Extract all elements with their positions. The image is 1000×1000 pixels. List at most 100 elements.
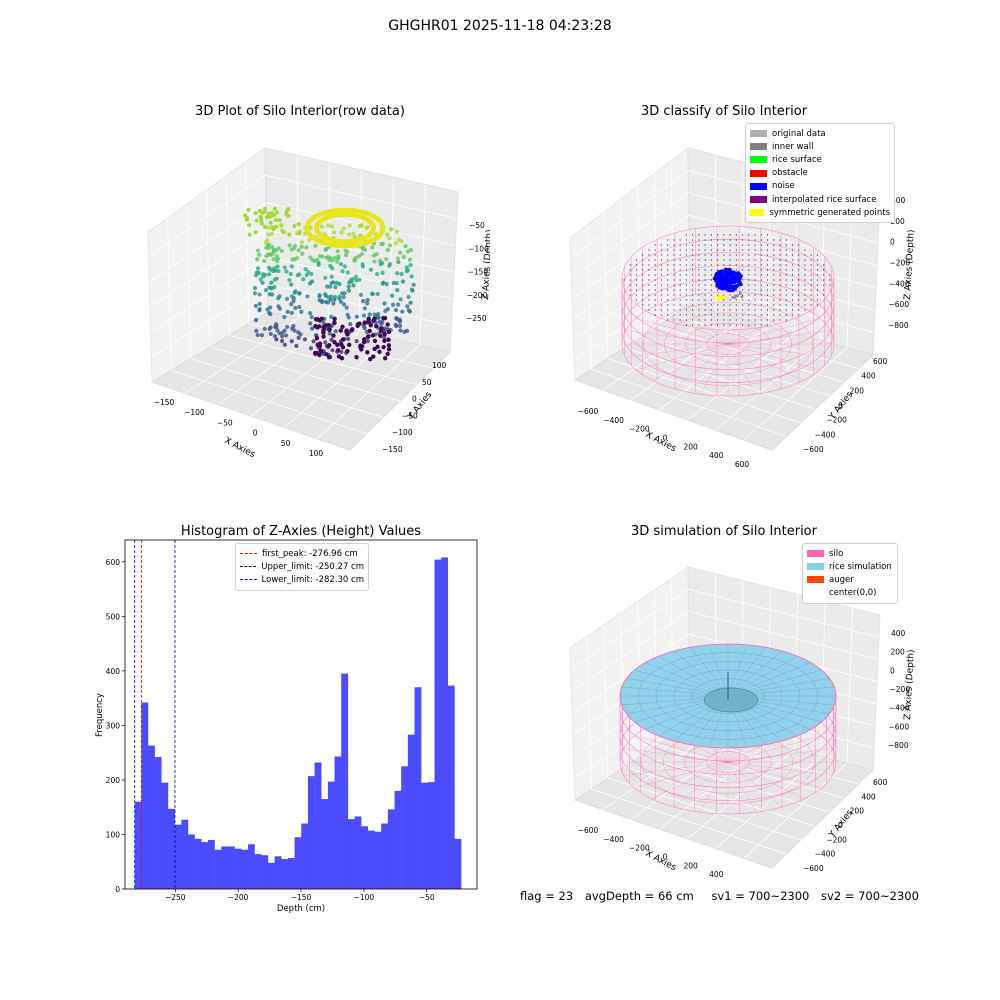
interpolated-point xyxy=(760,319,762,321)
rice-mesh xyxy=(690,647,729,697)
interpolated-point xyxy=(692,314,694,316)
interpolated-point xyxy=(623,279,625,281)
interpolated-point xyxy=(785,279,787,281)
scatter-point xyxy=(292,290,297,295)
histogram-bar xyxy=(201,842,209,889)
interpolated-point xyxy=(791,274,794,276)
interpolated-point xyxy=(766,304,769,306)
scatter-point xyxy=(361,313,367,318)
noise-point xyxy=(738,276,742,280)
interpolated-point xyxy=(779,264,781,266)
scatter-point xyxy=(291,298,296,304)
scatter-point xyxy=(374,323,379,329)
noise-point xyxy=(719,269,724,273)
silo-spoke xyxy=(727,343,756,395)
interpolated-point xyxy=(779,259,781,261)
interpolated-point xyxy=(798,299,800,301)
interpolated-point xyxy=(667,254,669,256)
grid-line xyxy=(571,214,878,300)
interpolated-point xyxy=(717,314,719,316)
interpolated-point xyxy=(748,289,750,291)
scatter-point xyxy=(279,223,284,228)
interpolated-point xyxy=(729,319,731,321)
scatter-point xyxy=(327,343,332,348)
interpolated-point xyxy=(773,239,775,241)
interpolated-point xyxy=(810,289,812,291)
interpolated-point xyxy=(823,294,825,296)
interpolated-point xyxy=(642,289,644,291)
legend-line xyxy=(240,579,257,581)
noise-point xyxy=(738,281,743,286)
scatter-point xyxy=(377,349,382,355)
scatter-point xyxy=(375,315,380,320)
scatter-point xyxy=(308,346,314,351)
silo-spoke xyxy=(727,293,756,345)
simulation-x-tick-label: 200 xyxy=(684,861,699,870)
scatter-point xyxy=(385,232,390,237)
scatter-point xyxy=(247,232,252,237)
scatter-point xyxy=(285,309,290,314)
noise-point xyxy=(720,276,725,281)
scatter-point xyxy=(375,291,380,297)
legend-swatch xyxy=(807,589,824,597)
scatter-point xyxy=(379,261,385,266)
scatter-point xyxy=(344,328,349,334)
scatter-point xyxy=(321,330,326,335)
scatter-point xyxy=(410,288,415,293)
scatter-point xyxy=(331,333,336,338)
scatter-point xyxy=(269,231,274,236)
scatter-point xyxy=(399,239,404,244)
simulation-x-tick-label: 0 xyxy=(663,853,668,862)
histogram-bar xyxy=(367,830,375,889)
original-point xyxy=(735,294,739,298)
scatter-point xyxy=(381,344,386,350)
interpolated-point xyxy=(667,244,669,246)
histogram-bar xyxy=(341,673,349,889)
interpolated-point xyxy=(673,244,675,246)
classify-x-tick-label: 200 xyxy=(684,442,699,451)
interpolated-point xyxy=(654,289,656,291)
figure-title: GHGHR01 2025-11-18 04:23:28 xyxy=(388,18,612,34)
interpolated-point xyxy=(741,249,744,251)
scatter-point xyxy=(380,319,385,325)
interpolated-point xyxy=(741,244,744,246)
grid-line xyxy=(631,318,743,401)
scatter-point xyxy=(338,261,343,267)
histogram-bar xyxy=(447,685,455,889)
histogram-bar xyxy=(281,859,289,889)
interpolated-point xyxy=(773,244,775,246)
silo-spoke xyxy=(623,761,729,776)
interpolated-point xyxy=(723,299,725,301)
interpolated-point xyxy=(741,234,744,236)
scatter-point xyxy=(317,352,322,358)
scatter-point xyxy=(267,326,272,332)
legend-swatch xyxy=(750,169,767,177)
scatter-point xyxy=(395,271,400,276)
interpolated-point xyxy=(648,304,650,306)
scatter-point xyxy=(277,218,282,223)
interpolated-point xyxy=(729,244,731,246)
scatter-point xyxy=(258,214,263,219)
scatter-point xyxy=(390,302,396,307)
interpolated-point xyxy=(654,279,656,281)
scatter-point xyxy=(399,271,404,277)
rice-mesh xyxy=(709,644,729,697)
interpolated-point xyxy=(654,259,656,261)
scatter-point xyxy=(292,224,297,229)
interpolated-point xyxy=(654,264,656,266)
interpolated-point xyxy=(748,319,750,321)
interpolated-point xyxy=(729,309,731,311)
scatter-point xyxy=(299,240,304,245)
y-tick-label: 200 xyxy=(106,776,121,785)
interpolated-point xyxy=(791,294,794,296)
interpolated-point xyxy=(704,274,706,276)
scatter-point xyxy=(289,302,294,307)
scatter-point xyxy=(408,247,414,252)
interpolated-point xyxy=(704,249,706,251)
interpolated-point xyxy=(667,309,669,311)
noise-point xyxy=(730,276,734,280)
legend-swatch xyxy=(807,563,824,571)
interpolated-point xyxy=(773,259,775,261)
interpolated-point xyxy=(760,299,762,301)
scatter-point xyxy=(330,257,335,263)
